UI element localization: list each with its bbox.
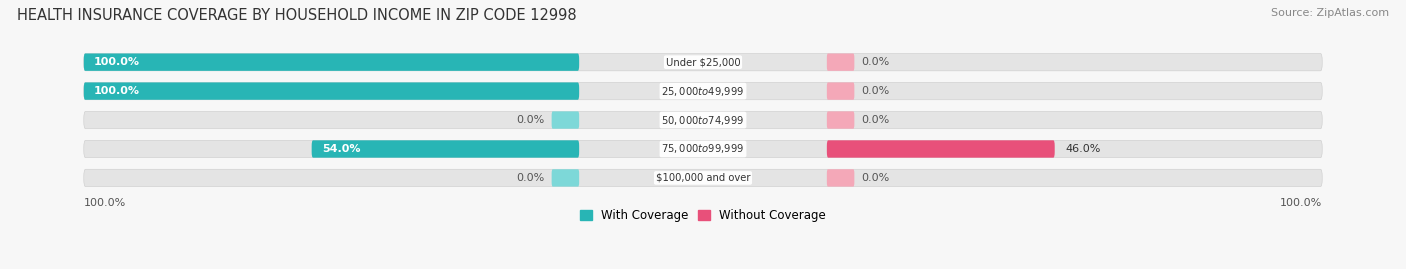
FancyBboxPatch shape [551, 111, 579, 129]
FancyBboxPatch shape [827, 140, 1054, 158]
FancyBboxPatch shape [827, 111, 855, 129]
FancyBboxPatch shape [84, 54, 1322, 71]
Text: 0.0%: 0.0% [862, 173, 890, 183]
Text: 100.0%: 100.0% [94, 57, 141, 67]
FancyBboxPatch shape [827, 82, 855, 100]
Text: $25,000 to $49,999: $25,000 to $49,999 [661, 85, 745, 98]
FancyBboxPatch shape [84, 82, 1322, 100]
FancyBboxPatch shape [84, 140, 1322, 158]
Text: 100.0%: 100.0% [94, 86, 141, 96]
Text: Source: ZipAtlas.com: Source: ZipAtlas.com [1271, 8, 1389, 18]
Text: 54.0%: 54.0% [322, 144, 360, 154]
Text: $100,000 and over: $100,000 and over [655, 173, 751, 183]
Text: $50,000 to $74,999: $50,000 to $74,999 [661, 114, 745, 126]
FancyBboxPatch shape [551, 169, 579, 187]
Text: 0.0%: 0.0% [516, 173, 544, 183]
Legend: With Coverage, Without Coverage: With Coverage, Without Coverage [575, 204, 831, 227]
Text: Under $25,000: Under $25,000 [665, 57, 741, 67]
Text: $75,000 to $99,999: $75,000 to $99,999 [661, 143, 745, 155]
FancyBboxPatch shape [84, 82, 579, 100]
FancyBboxPatch shape [312, 140, 579, 158]
FancyBboxPatch shape [84, 54, 579, 71]
Text: 0.0%: 0.0% [862, 57, 890, 67]
Text: 46.0%: 46.0% [1064, 144, 1101, 154]
Text: 100.0%: 100.0% [1279, 198, 1322, 208]
Text: 100.0%: 100.0% [84, 198, 127, 208]
FancyBboxPatch shape [84, 169, 1322, 187]
FancyBboxPatch shape [84, 111, 1322, 129]
FancyBboxPatch shape [827, 54, 855, 71]
Text: HEALTH INSURANCE COVERAGE BY HOUSEHOLD INCOME IN ZIP CODE 12998: HEALTH INSURANCE COVERAGE BY HOUSEHOLD I… [17, 8, 576, 23]
FancyBboxPatch shape [827, 169, 855, 187]
Text: 0.0%: 0.0% [516, 115, 544, 125]
Text: 0.0%: 0.0% [862, 115, 890, 125]
Text: 0.0%: 0.0% [862, 86, 890, 96]
